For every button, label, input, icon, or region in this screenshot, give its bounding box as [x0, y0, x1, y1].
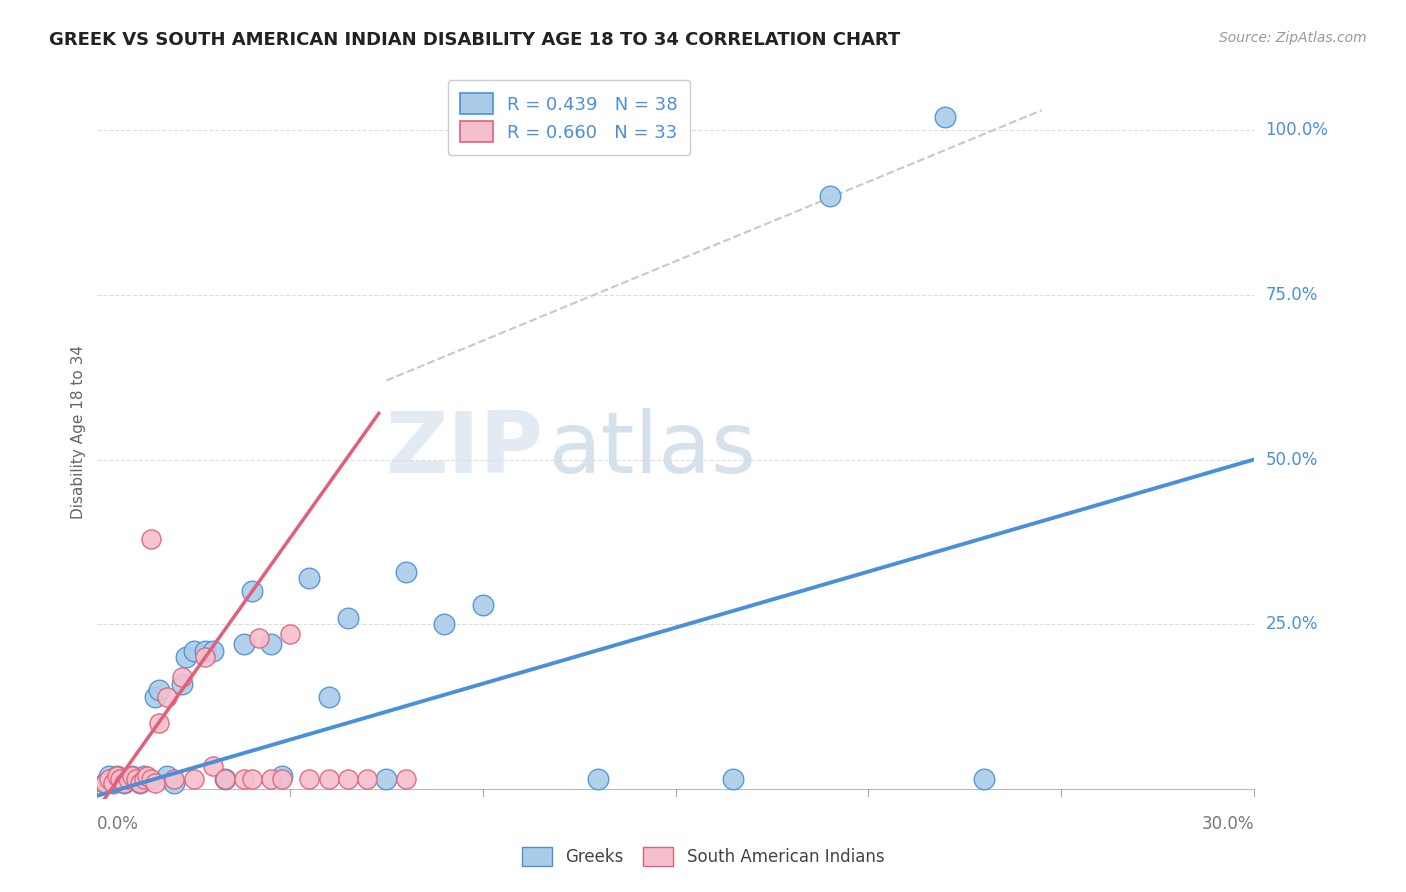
Point	[148, 683, 170, 698]
Point	[336, 772, 359, 787]
Point	[588, 772, 610, 787]
Point	[201, 643, 224, 657]
Point	[125, 772, 148, 787]
Point	[105, 769, 128, 783]
Point	[318, 690, 340, 704]
Point	[818, 189, 841, 203]
Point	[240, 584, 263, 599]
Point	[105, 769, 128, 783]
Point	[94, 775, 117, 789]
Point	[214, 772, 236, 787]
Point	[183, 643, 205, 657]
Text: 50.0%: 50.0%	[1265, 450, 1317, 468]
Y-axis label: Disability Age 18 to 34: Disability Age 18 to 34	[72, 344, 86, 518]
Point	[148, 716, 170, 731]
Point	[110, 772, 132, 787]
Point	[172, 670, 194, 684]
Point	[132, 772, 155, 787]
Point	[172, 676, 194, 690]
Point	[94, 775, 117, 789]
Point	[240, 772, 263, 787]
Point	[318, 772, 340, 787]
Point	[97, 769, 120, 783]
Text: 0.0%: 0.0%	[97, 815, 139, 833]
Point	[128, 775, 150, 789]
Point	[156, 769, 179, 783]
Point	[163, 772, 186, 787]
Point	[298, 772, 321, 787]
Text: 25.0%: 25.0%	[1265, 615, 1317, 633]
Point	[117, 772, 139, 787]
Point	[121, 769, 143, 783]
Point	[194, 643, 217, 657]
Point	[973, 772, 995, 787]
Point	[136, 772, 159, 787]
Point	[471, 598, 494, 612]
Point	[101, 775, 124, 789]
Point	[174, 650, 197, 665]
Point	[112, 775, 135, 789]
Point	[260, 772, 283, 787]
Point	[194, 650, 217, 665]
Text: atlas: atlas	[548, 409, 756, 491]
Point	[214, 772, 236, 787]
Point	[121, 769, 143, 783]
Text: GREEK VS SOUTH AMERICAN INDIAN DISABILITY AGE 18 TO 34 CORRELATION CHART: GREEK VS SOUTH AMERICAN INDIAN DISABILIT…	[49, 31, 900, 49]
Point	[136, 769, 159, 783]
Text: 75.0%: 75.0%	[1265, 285, 1317, 304]
Point	[723, 772, 745, 787]
Point	[260, 637, 283, 651]
Point	[143, 690, 166, 704]
Point	[201, 759, 224, 773]
Point	[934, 110, 956, 124]
Point	[156, 690, 179, 704]
Point	[141, 532, 163, 546]
Point	[247, 631, 270, 645]
Text: Source: ZipAtlas.com: Source: ZipAtlas.com	[1219, 31, 1367, 45]
Point	[395, 772, 418, 787]
Point	[132, 769, 155, 783]
Point	[128, 775, 150, 789]
Point	[298, 571, 321, 585]
Text: 100.0%: 100.0%	[1265, 121, 1329, 139]
Text: ZIP: ZIP	[385, 409, 543, 491]
Point	[97, 772, 120, 787]
Point	[163, 775, 186, 789]
Point	[101, 775, 124, 789]
Text: 30.0%: 30.0%	[1201, 815, 1254, 833]
Point	[433, 617, 456, 632]
Point	[271, 769, 294, 783]
Legend: R = 0.439   N = 38, R = 0.660   N = 33: R = 0.439 N = 38, R = 0.660 N = 33	[447, 80, 690, 154]
Point	[356, 772, 378, 787]
Point	[271, 772, 294, 787]
Point	[125, 772, 148, 787]
Point	[375, 772, 398, 787]
Point	[232, 772, 254, 787]
Point	[117, 772, 139, 787]
Point	[278, 627, 301, 641]
Point	[336, 611, 359, 625]
Point	[183, 772, 205, 787]
Point	[112, 775, 135, 789]
Legend: Greeks, South American Indians: Greeks, South American Indians	[513, 838, 893, 875]
Point	[395, 565, 418, 579]
Point	[232, 637, 254, 651]
Point	[143, 775, 166, 789]
Point	[110, 772, 132, 787]
Point	[141, 772, 163, 787]
